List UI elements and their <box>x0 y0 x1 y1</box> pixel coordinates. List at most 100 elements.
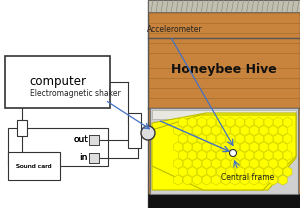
Polygon shape <box>264 167 273 177</box>
Polygon shape <box>259 125 268 136</box>
Bar <box>150 108 298 194</box>
Polygon shape <box>212 158 220 169</box>
Polygon shape <box>216 134 225 144</box>
Polygon shape <box>250 158 259 169</box>
Bar <box>148 194 300 208</box>
Polygon shape <box>245 134 254 144</box>
Polygon shape <box>250 125 259 136</box>
Polygon shape <box>202 142 211 152</box>
Polygon shape <box>245 117 254 127</box>
Bar <box>8 152 60 180</box>
Polygon shape <box>231 158 240 169</box>
Polygon shape <box>231 175 240 185</box>
Polygon shape <box>216 167 225 177</box>
Polygon shape <box>274 117 283 127</box>
Bar <box>89 135 99 145</box>
Polygon shape <box>250 142 259 152</box>
Polygon shape <box>226 150 235 160</box>
Text: Electromagnetic shaker: Electromagnetic shaker <box>30 88 120 98</box>
Polygon shape <box>197 167 206 177</box>
Polygon shape <box>152 113 296 190</box>
Polygon shape <box>183 175 192 185</box>
Text: in: in <box>80 154 88 162</box>
Text: Sound card: Sound card <box>16 163 52 168</box>
Polygon shape <box>240 175 249 185</box>
Polygon shape <box>197 150 206 160</box>
Polygon shape <box>202 125 211 136</box>
Polygon shape <box>283 167 292 177</box>
Text: Honeybee Hive: Honeybee Hive <box>171 63 277 77</box>
Polygon shape <box>174 142 182 152</box>
Polygon shape <box>174 158 182 169</box>
Text: Sound card: Sound card <box>16 163 52 168</box>
Text: Central frame: Central frame <box>221 173 274 182</box>
Polygon shape <box>254 167 263 177</box>
Polygon shape <box>178 167 187 177</box>
Polygon shape <box>283 150 292 160</box>
Polygon shape <box>278 175 287 185</box>
Polygon shape <box>236 150 244 160</box>
Polygon shape <box>178 134 187 144</box>
Polygon shape <box>178 117 187 127</box>
Polygon shape <box>269 142 278 152</box>
Polygon shape <box>202 175 211 185</box>
Polygon shape <box>274 150 283 160</box>
Polygon shape <box>216 117 225 127</box>
Polygon shape <box>236 117 244 127</box>
Polygon shape <box>259 175 268 185</box>
Polygon shape <box>259 158 268 169</box>
Polygon shape <box>221 175 230 185</box>
Polygon shape <box>212 175 220 185</box>
Bar <box>17 120 27 136</box>
Polygon shape <box>254 150 263 160</box>
Polygon shape <box>207 117 216 127</box>
Polygon shape <box>264 150 273 160</box>
Polygon shape <box>212 125 220 136</box>
Polygon shape <box>278 142 287 152</box>
Polygon shape <box>269 175 278 185</box>
Polygon shape <box>207 150 216 160</box>
Polygon shape <box>193 142 202 152</box>
Polygon shape <box>259 142 268 152</box>
Polygon shape <box>188 150 197 160</box>
Polygon shape <box>197 134 206 144</box>
Polygon shape <box>278 158 287 169</box>
Polygon shape <box>283 134 292 144</box>
Polygon shape <box>264 134 273 144</box>
Text: Accelerometer: Accelerometer <box>147 26 203 35</box>
Polygon shape <box>202 158 211 169</box>
Text: computer: computer <box>29 76 86 88</box>
Polygon shape <box>226 167 235 177</box>
Bar <box>148 0 300 208</box>
Polygon shape <box>212 142 220 152</box>
Polygon shape <box>183 142 192 152</box>
Polygon shape <box>221 142 230 152</box>
Polygon shape <box>183 125 192 136</box>
Polygon shape <box>269 125 278 136</box>
Polygon shape <box>231 125 240 136</box>
Polygon shape <box>193 175 202 185</box>
Polygon shape <box>188 117 197 127</box>
Polygon shape <box>236 167 244 177</box>
Polygon shape <box>231 142 240 152</box>
Polygon shape <box>245 150 254 160</box>
Polygon shape <box>254 134 263 144</box>
Polygon shape <box>283 117 292 127</box>
Polygon shape <box>221 125 230 136</box>
Bar <box>152 110 296 119</box>
Polygon shape <box>152 115 296 190</box>
Bar <box>148 0 300 12</box>
Polygon shape <box>274 134 283 144</box>
Text: out: out <box>73 135 88 145</box>
Circle shape <box>230 150 236 156</box>
Polygon shape <box>250 175 259 185</box>
Polygon shape <box>174 175 182 185</box>
Polygon shape <box>269 158 278 169</box>
Polygon shape <box>216 150 225 160</box>
Circle shape <box>141 126 155 140</box>
Polygon shape <box>274 167 283 177</box>
Polygon shape <box>183 158 192 169</box>
Bar <box>5 56 110 108</box>
Polygon shape <box>226 117 235 127</box>
Bar <box>128 113 141 148</box>
